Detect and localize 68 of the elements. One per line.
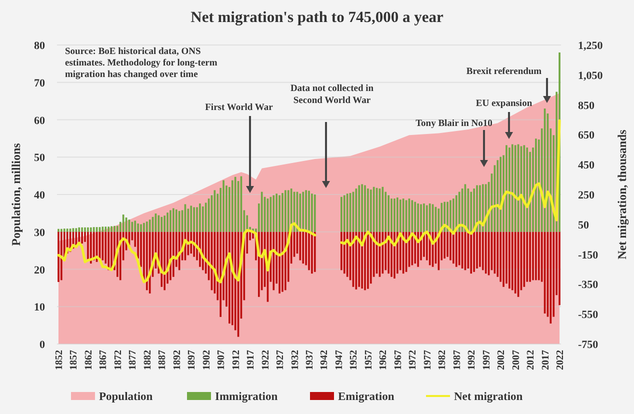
- x-tick-label: 1927: [275, 350, 286, 370]
- x-tick-label: 1962: [378, 350, 390, 370]
- y-tick-label: 20: [34, 264, 46, 276]
- y2-tick-label: 250: [578, 190, 595, 202]
- y2-tick-label: -350: [578, 279, 599, 292]
- annotation: Source: BoE historical data, ONS estimates. Methodology for long-term migration has changed over time: [65, 47, 218, 80]
- x-tick-label: 1862: [83, 350, 94, 370]
- x-tick-label: 1992: [466, 350, 478, 370]
- x-tick-label: 1957: [363, 350, 374, 370]
- annotation: EU expansion: [476, 99, 533, 109]
- y2-tick-label: 450: [578, 160, 595, 172]
- y-tick-label: 60: [34, 114, 46, 127]
- x-tick-label: 2002: [496, 350, 508, 370]
- x-tick-label: 1902: [201, 350, 212, 370]
- x-tick-label: 1867: [98, 350, 110, 370]
- y-tick-label: 50: [34, 152, 46, 164]
- x-tick-label: 1897: [186, 350, 198, 370]
- x-tick-label: 2007: [510, 350, 522, 370]
- y-tick-label: 40: [34, 190, 46, 202]
- annotation: Tony Blair in No10: [416, 119, 493, 129]
- y2-tick-label: -550: [578, 309, 599, 322]
- x-tick-label: 2012: [526, 350, 537, 370]
- x-tick-label: 1882: [142, 350, 154, 370]
- y-tick-label: 30: [34, 226, 46, 239]
- x-tick-label: 1907: [216, 350, 228, 370]
- x-tick-label: 1942: [319, 350, 330, 370]
- x-tick-label: 1952: [348, 350, 360, 370]
- x-tick-label: 1947: [334, 350, 345, 370]
- x-tick-label: 1857: [68, 350, 80, 370]
- x-tick-label: 1937: [304, 350, 316, 370]
- y2-tick-label: 850: [578, 100, 595, 112]
- y2-axis-title: Net migration, thousands: [615, 129, 629, 260]
- y2-tick-label: -150: [578, 249, 599, 262]
- y-tick-label: 0: [40, 339, 46, 351]
- legend-label: Immigration: [215, 391, 278, 403]
- x-tick-label: 1987: [452, 350, 463, 370]
- y2-tick-label: 50: [578, 219, 590, 232]
- x-tick-label: 1982: [437, 350, 448, 370]
- x-tick-label: 1922: [260, 350, 272, 370]
- y2-tick-label: 1,050: [578, 70, 604, 82]
- x-tick-label: 1877: [128, 350, 139, 370]
- y2-tick-label: 1,250: [578, 40, 604, 52]
- legend-label: Population: [99, 391, 154, 403]
- x-tick-label: 1967: [392, 350, 404, 370]
- x-tick-label: 2022: [555, 350, 566, 370]
- x-tick-label: 1932: [290, 350, 301, 370]
- annotation: Data not collected in Second World War: [290, 84, 374, 106]
- y2-tick-label: -750: [578, 339, 599, 351]
- y-tick-label: 70: [34, 77, 46, 90]
- x-tick-label: 1917: [246, 350, 257, 370]
- legend-label: Emigration: [338, 391, 395, 403]
- x-tick-label: 1887: [157, 350, 168, 370]
- x-tick-label: 1977: [422, 350, 434, 370]
- x-tick-label: 1912: [230, 350, 242, 370]
- x-tick-label: 1872: [112, 350, 124, 370]
- y-axis-title: Population, millions: [9, 142, 23, 246]
- legend-label: Net migration: [454, 391, 524, 403]
- x-tick-label: 1852: [54, 350, 65, 370]
- annotation: First World War: [205, 103, 274, 113]
- chart-title: Net migration's path to 745,000 a year: [190, 9, 444, 26]
- y-tick-label: 80: [34, 40, 46, 52]
- annotation: Brexit referendum: [466, 67, 542, 77]
- y2-tick-label: 650: [578, 130, 595, 142]
- y-tick-label: 10: [34, 302, 46, 314]
- x-tick-label: 1997: [481, 350, 492, 370]
- x-tick-label: 1972: [408, 350, 419, 370]
- x-tick-label: 1892: [172, 350, 183, 370]
- x-tick-label: 2017: [540, 350, 552, 370]
